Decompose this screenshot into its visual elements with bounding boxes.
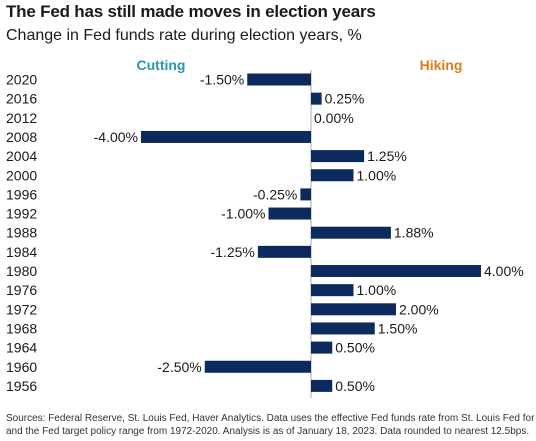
data-label: 1.50% (378, 320, 418, 336)
bar (141, 130, 311, 143)
bar-chart: Cutting Hiking 2020 -1.50% 2016 0.25% 2012 0.… (6, 57, 524, 398)
data-label: -1.25% (211, 244, 255, 260)
y-tick-label: 1972 (6, 301, 37, 317)
data-label: -1.50% (200, 72, 244, 88)
chart-subtitle: Change in Fed funds rate during election… (6, 27, 362, 44)
hiking-heading: Hiking (420, 57, 463, 73)
data-label: -0.25% (253, 186, 297, 202)
data-label: 0.00% (314, 110, 354, 126)
cutting-heading: Cutting (137, 57, 186, 73)
bar (311, 265, 481, 277)
y-tick-label: 2020 (6, 72, 37, 88)
data-label: -2.50% (157, 359, 201, 375)
bar (300, 188, 311, 201)
y-tick-label: 2004 (6, 148, 37, 164)
source-line-2: and the Fed target policy range from 197… (6, 426, 530, 437)
data-label: 0.50% (335, 378, 375, 394)
y-tick-label: 1992 (6, 206, 37, 222)
y-tick-label: 1960 (6, 359, 37, 375)
data-label: 4.00% (484, 263, 524, 279)
y-tick-label: 2008 (6, 129, 37, 145)
y-tick-label: 1984 (6, 244, 37, 260)
bars: 2020 -1.50% 2016 0.25% 2012 0.00% 2008 -4.00% 20… (6, 72, 524, 394)
bar (311, 92, 322, 105)
source-note: Sources: Federal Reserve, St. Louis Fed,… (6, 412, 536, 438)
y-tick-label: 1964 (6, 340, 37, 356)
bar (311, 169, 354, 182)
y-tick-label: 2000 (6, 167, 37, 183)
data-label: 0.25% (325, 91, 365, 107)
y-tick-label: 1980 (6, 263, 37, 279)
data-label: 1.25% (367, 148, 407, 164)
bar (268, 207, 311, 220)
bar (311, 322, 375, 335)
data-label: 1.00% (357, 282, 397, 298)
y-tick-label: 1976 (6, 282, 37, 298)
bar (311, 150, 365, 163)
data-label: -4.00% (94, 129, 138, 145)
bar (311, 341, 333, 354)
data-label: 0.50% (335, 340, 375, 356)
bar (204, 360, 311, 373)
source-line-1: Sources: Federal Reserve, St. Louis Fed,… (6, 413, 536, 424)
y-tick-label: 1956 (6, 378, 37, 394)
bar (247, 73, 311, 86)
data-label: -1.00% (221, 206, 265, 222)
y-tick-label: 1988 (6, 225, 37, 241)
bar (311, 303, 396, 316)
bar (311, 226, 391, 239)
bar (257, 245, 311, 258)
chart-title: The Fed has still made moves in election… (6, 2, 376, 21)
y-tick-label: 2012 (6, 110, 37, 126)
y-tick-label: 1968 (6, 320, 37, 336)
data-label: 1.00% (357, 167, 397, 183)
bar (311, 284, 354, 297)
bar (311, 379, 333, 392)
data-label: 2.00% (399, 301, 439, 317)
y-tick-label: 1996 (6, 186, 37, 202)
data-label: 1.88% (394, 225, 434, 241)
y-tick-label: 2016 (6, 91, 37, 107)
